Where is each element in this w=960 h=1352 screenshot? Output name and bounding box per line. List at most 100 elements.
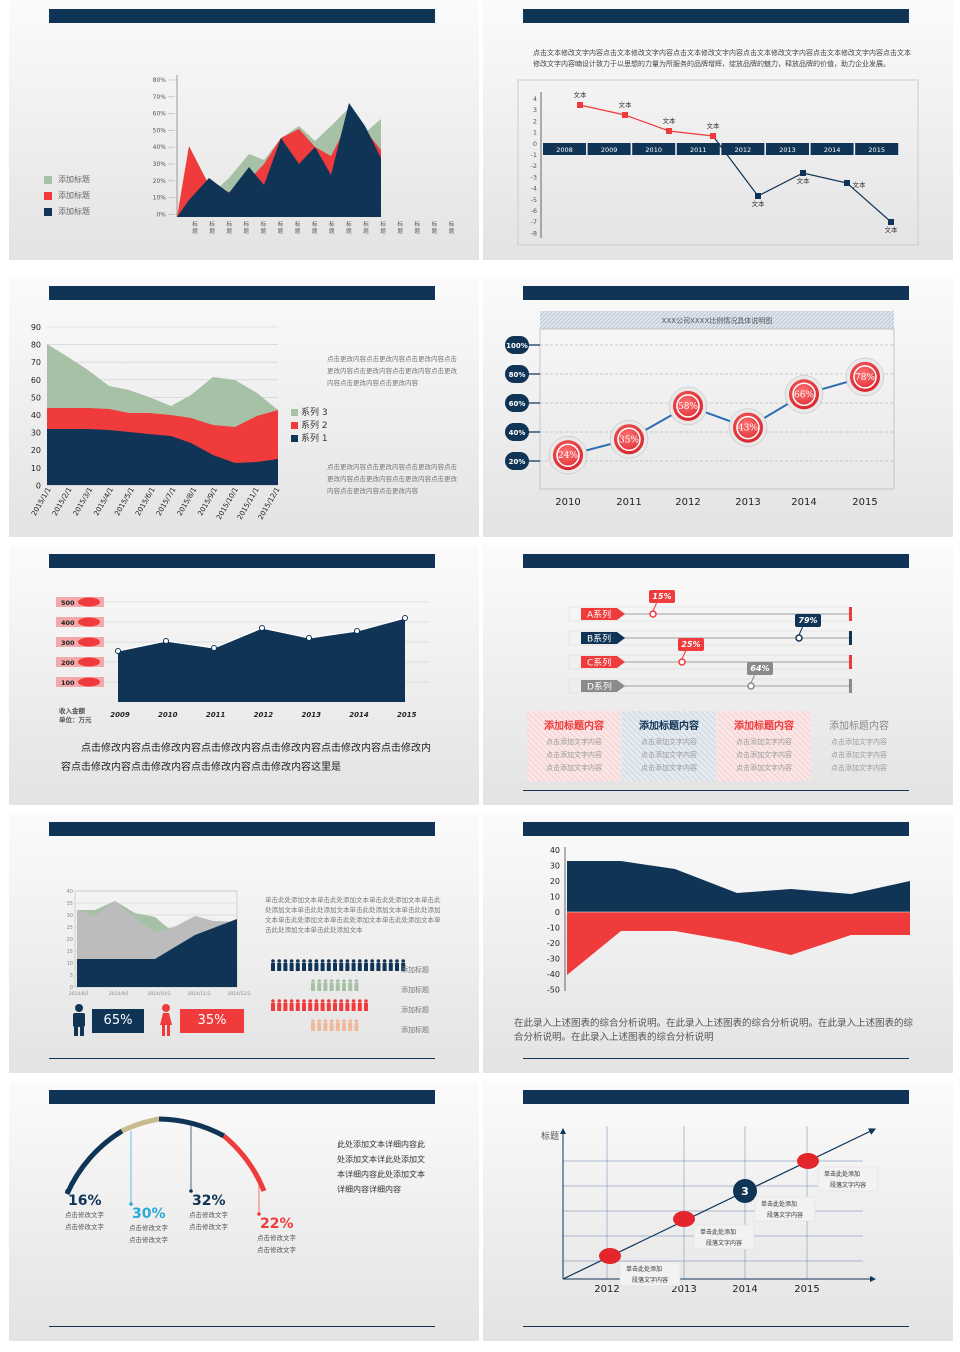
year-cell <box>676 143 720 155</box>
slide-bottom-rule <box>523 790 909 791</box>
person-icon <box>345 959 350 963</box>
x-tick-label: 2015/8/1 <box>176 486 199 517</box>
x-tick-label: 2010 <box>555 497 580 508</box>
percentage-caption: 点击修改文字 <box>129 1235 169 1244</box>
person-icon <box>277 959 282 963</box>
series-label: A系列 <box>587 609 611 621</box>
slide-3: 90 80 70 60 50 40 30 20 10 0 2015/1/1 2015/2/1 2015… <box>9 277 479 537</box>
y-tick-label: -2 <box>531 162 537 170</box>
x-tick-label: 2012 <box>675 497 700 508</box>
point-label: 文本 <box>853 180 867 189</box>
info-column-title: 添加标题内容 <box>734 721 794 732</box>
milestone-note: 段落文字内容 <box>706 1239 742 1247</box>
x-tick-label: 2015/3/1 <box>72 486 95 517</box>
person-icon <box>354 979 359 983</box>
y-tick-label: 40% <box>509 429 526 437</box>
percentage-caption: 点击修改文字 <box>257 1233 297 1242</box>
y-tick-label: 50 <box>31 393 41 402</box>
x-tick-label: 标题 <box>415 220 421 235</box>
row-label: 添加标题 <box>401 966 429 974</box>
y-tick-label: 20% <box>509 458 526 466</box>
info-columns: 添加标题内容 点击添加文字内容 点击添加文字内容 点击添加文字内容 添加标题内容 点击添… <box>527 711 907 781</box>
slide-bottom-rule <box>523 1326 909 1327</box>
year-cell <box>766 143 809 155</box>
data-point <box>844 180 850 186</box>
y-tick-label: 0 <box>36 481 41 490</box>
legend-label: 系列 1 <box>301 434 328 444</box>
legend-label: 添加标题 <box>58 175 90 184</box>
legend-swatch <box>44 191 52 200</box>
x-tick-label: 2014/11/1 <box>187 991 210 997</box>
y-tick-label: 80 <box>31 341 41 350</box>
value-badge <box>747 662 773 675</box>
y-tick-badge <box>505 365 529 383</box>
series-label: C系列 <box>587 657 611 669</box>
y-tick-label: 70% <box>153 94 167 101</box>
y-tick-label: -8 <box>531 229 537 237</box>
milestone-note-box <box>693 1224 755 1250</box>
series-tag <box>581 608 625 620</box>
y-tick-label: 60% <box>509 400 526 408</box>
chart-10: 标题 2012 2013 2014 2015 单击此处添加段落文字内容单击此处添加段落… <box>541 1126 879 1295</box>
x-tick-label: 2015 <box>852 497 877 508</box>
legend-swatch <box>44 175 52 184</box>
year-cell <box>810 143 854 155</box>
y-tick-label: -6 <box>531 207 537 215</box>
x-tick-label: 2014/8/1 <box>69 991 89 997</box>
slide-3-text: 点击更改内容点击更改内容点击更改内容点击更改内容点击更改内容点击更改内容点击更改… <box>327 355 457 387</box>
info-column-title: 添加标题内容 <box>829 721 889 732</box>
data-point-inner-ring <box>853 365 877 389</box>
milestone-note: 段落文字内容 <box>632 1276 668 1284</box>
area-series <box>567 912 910 975</box>
info-column-text: 点击添加文字内容 <box>546 751 602 759</box>
data-point <box>115 648 121 654</box>
year-cell <box>587 143 631 155</box>
data-point <box>755 193 761 199</box>
coin-stack-icon <box>78 677 100 687</box>
person-icon <box>364 999 368 1003</box>
row-label: 添加标题 <box>401 986 429 994</box>
chart-4: XXX公司XXXX比例情况具体说明图 100% 80% 60% 40% 20% 24% 3… <box>505 311 895 508</box>
area-series <box>567 861 910 912</box>
year-cell <box>632 143 676 155</box>
x-tick-label: 标题 <box>261 220 267 235</box>
x-tick-label: 2015/12/1 <box>257 486 282 521</box>
person-icon <box>317 1019 322 1023</box>
x-tick-label: 标题 <box>380 220 386 235</box>
person-icon <box>364 959 368 963</box>
slide-7: 40 35 30 25 20 15 10 5 0 2014/8/1 2014/9/1 2014/10… <box>9 813 479 1073</box>
value-marker <box>649 610 657 618</box>
person-icon <box>333 999 337 1003</box>
x-tick-label: 2015/7/1 <box>155 486 178 517</box>
data-point <box>163 638 169 644</box>
info-column: 添加标题内容 点击添加文字内容 点击添加文字内容 点击添加文字内容 <box>622 711 716 781</box>
info-column: 添加标题内容 点击添加文字内容 点击添加文字内容 点击添加文字内容 <box>717 711 811 781</box>
info-column-text: 点击添加文字内容 <box>546 738 602 746</box>
series-label: B系列 <box>587 633 611 645</box>
y-tick-label: 0 <box>70 985 73 991</box>
y-tick-label: 35 <box>67 901 73 907</box>
slide-header-bar <box>523 1090 909 1104</box>
slide-5: 500 400 300 200 100 2009 2010 2011 2012 2013 2014… <box>9 545 479 805</box>
person-icon <box>333 959 337 963</box>
milestone-note: 单击此处添加 <box>761 1200 797 1208</box>
x-tick-label: 标题 <box>363 220 369 235</box>
person-icon <box>348 1019 353 1023</box>
x-tick-label: 2012 <box>254 711 274 719</box>
marker-dot <box>65 1189 69 1193</box>
y-tick-label: 30 <box>67 913 73 919</box>
person-icon <box>271 959 275 963</box>
marker-dot <box>257 1212 261 1216</box>
data-point-inner-ring <box>792 382 816 407</box>
x-tick-label: 标题 <box>397 220 403 235</box>
slide-header-bar <box>523 9 909 23</box>
x-tick-label: 2014/12/1 <box>227 991 250 997</box>
y-tick-label: -1 <box>531 151 537 159</box>
y-tick-label: 40 <box>67 889 73 895</box>
x-tick-label: 2011 <box>206 711 226 719</box>
y-tick-badge <box>505 423 529 441</box>
value-marker <box>678 658 686 666</box>
y-tick-label: 20 <box>67 937 73 943</box>
percentage-label: 30% <box>132 1206 166 1222</box>
